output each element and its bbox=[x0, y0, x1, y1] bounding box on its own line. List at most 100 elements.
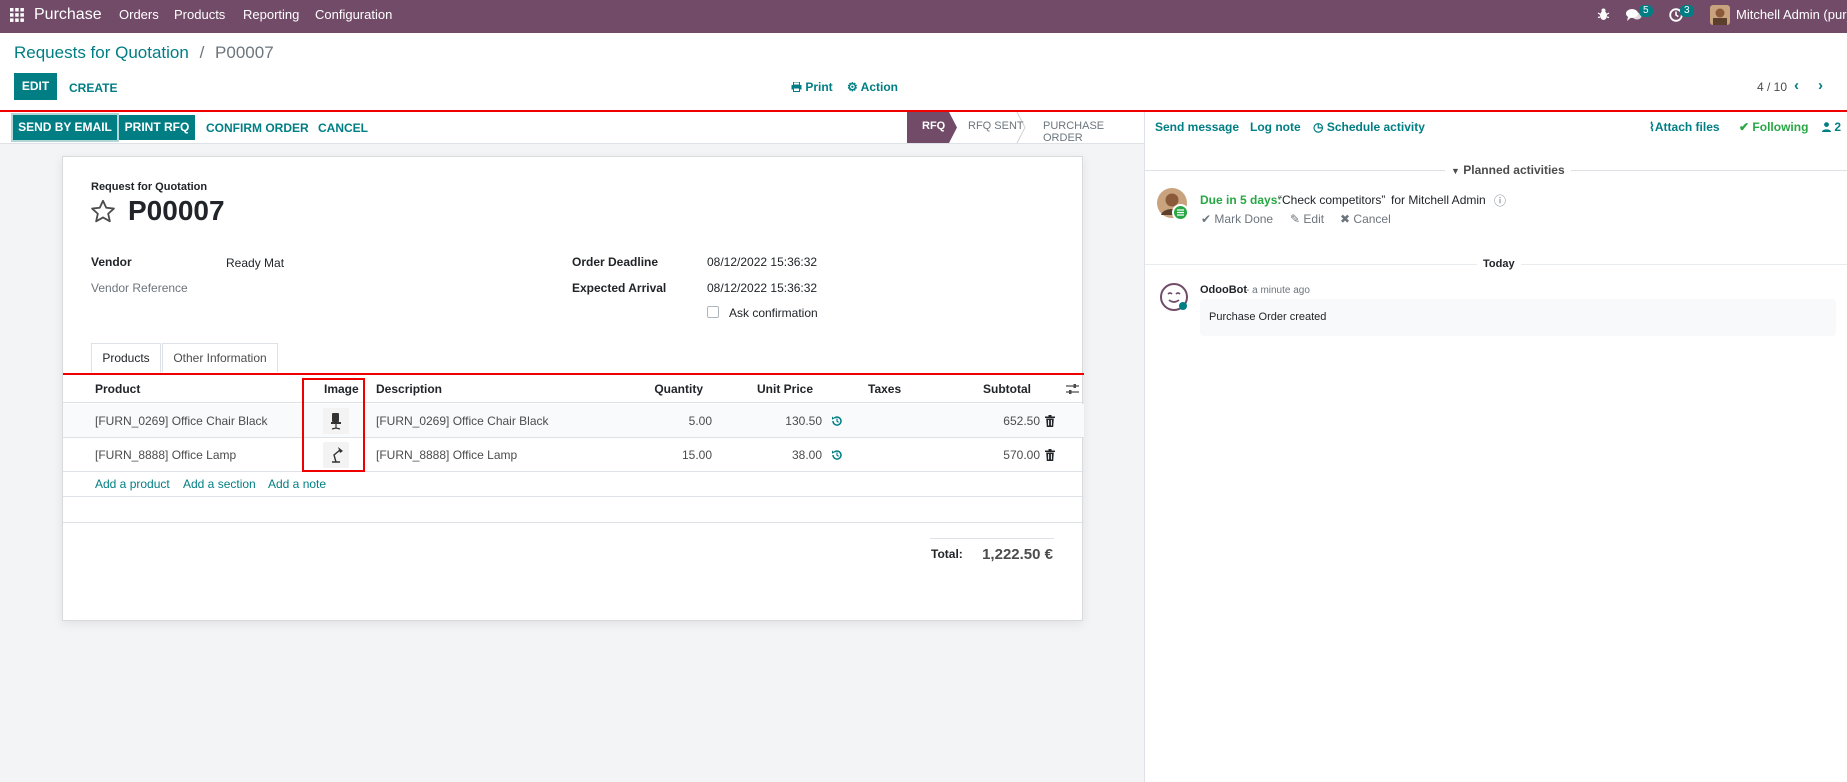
mark-done-label: Mark Done bbox=[1214, 212, 1274, 226]
row-description: [FURN_0269] Office Chair Black bbox=[376, 414, 549, 428]
breadcrumb-separator: / bbox=[199, 43, 205, 62]
price-history-icon[interactable] bbox=[831, 449, 843, 464]
status-stages-arrows bbox=[907, 112, 1026, 143]
schedule-activity-button[interactable]: ◷ Schedule activity bbox=[1313, 120, 1425, 134]
action-menu[interactable]: ⚙ Action bbox=[847, 80, 898, 94]
activity-due: Due in 5 days: bbox=[1200, 193, 1282, 207]
times-icon: ✖ bbox=[1340, 212, 1351, 226]
expected-arrival-value: 08/12/2022 15:36:32 bbox=[707, 281, 818, 295]
vendor-field[interactable]: Ready Mat bbox=[226, 256, 285, 270]
following-button[interactable]: ✔ Following bbox=[1739, 120, 1808, 134]
menu-orders[interactable]: Orders bbox=[119, 7, 159, 22]
row-subtotal: 652.50 bbox=[1003, 414, 1040, 428]
apps-menu-icon[interactable] bbox=[10, 0, 24, 33]
delete-row-icon[interactable] bbox=[1045, 449, 1055, 464]
optional-columns-icon[interactable] bbox=[1066, 383, 1079, 398]
expected-arrival-label: Expected Arrival bbox=[572, 281, 667, 295]
users-icon bbox=[1822, 122, 1831, 132]
pager-value[interactable]: 4 / 10 bbox=[1757, 80, 1788, 94]
activities-count-badge: 3 bbox=[1680, 5, 1694, 17]
odoobot-avatar bbox=[1159, 282, 1189, 315]
table-header: Product Image Description Quantity Unit … bbox=[63, 375, 1084, 403]
menu-configuration[interactable]: Configuration bbox=[315, 7, 393, 22]
col-image[interactable]: Image bbox=[324, 382, 359, 396]
menu-reporting[interactable]: Reporting bbox=[243, 7, 300, 22]
delete-row-icon[interactable] bbox=[1045, 415, 1055, 430]
pager-previous-icon[interactable]: ‹ bbox=[1794, 77, 1799, 94]
tab-other-information[interactable]: Other Information bbox=[162, 343, 278, 372]
debug-bug-icon[interactable] bbox=[1597, 8, 1610, 24]
table-row[interactable]: [FURN_0269] Office Chair Black [FURN_026… bbox=[63, 404, 1084, 438]
planned-activities-toggle[interactable]: ▼ Planned activities bbox=[1445, 163, 1571, 177]
message-author: OdooBot bbox=[1200, 284, 1248, 296]
add-note-link[interactable]: Add a note bbox=[268, 477, 327, 491]
breadcrumb-parent[interactable]: Requests for Quotation bbox=[14, 43, 189, 62]
pager-next-icon[interactable]: › bbox=[1818, 77, 1823, 94]
following-label: Following bbox=[1752, 120, 1809, 134]
stage-rfq[interactable]: RFQ bbox=[922, 120, 946, 132]
activity-type-icon bbox=[1172, 204, 1189, 221]
breadcrumb-current: P00007 bbox=[215, 43, 274, 62]
price-history-icon[interactable] bbox=[831, 415, 843, 430]
print-menu[interactable]: Print bbox=[791, 80, 833, 94]
col-description[interactable]: Description bbox=[376, 382, 443, 396]
add-product-link[interactable]: Add a product bbox=[95, 477, 170, 491]
ask-confirmation-label: Ask confirmation bbox=[729, 306, 818, 320]
confirm-order-button[interactable]: CONFIRM ORDER bbox=[206, 121, 309, 135]
document-subtitle: Request for Quotation bbox=[91, 181, 208, 193]
col-unit-price[interactable]: Unit Price bbox=[756, 382, 813, 396]
add-section-link[interactable]: Add a section bbox=[183, 477, 256, 491]
activity-edit-label: Edit bbox=[1303, 212, 1325, 226]
check-icon: ✔ bbox=[1201, 212, 1212, 226]
order-lines-table: Product Image Description Quantity Unit … bbox=[63, 375, 1084, 565]
office-chair-thumbnail[interactable] bbox=[323, 408, 349, 434]
office-lamp-thumbnail[interactable] bbox=[323, 442, 349, 468]
form-statusbar: SEND BY EMAIL PRINT RFQ CONFIRM ORDER CA… bbox=[0, 112, 1144, 144]
edit-button[interactable]: EDIT bbox=[14, 73, 57, 100]
table-row[interactable]: [FURN_8888] Office Lamp [FURN_8888] Offi… bbox=[63, 438, 1084, 472]
cancel-button[interactable]: CANCEL bbox=[318, 121, 368, 135]
create-button[interactable]: CREATE bbox=[69, 81, 118, 95]
col-taxes[interactable]: Taxes bbox=[868, 382, 902, 396]
planned-activities-label: Planned activities bbox=[1463, 163, 1565, 177]
attach-files-button[interactable]: ⌇Attach files bbox=[1649, 120, 1720, 134]
app-name[interactable]: Purchase bbox=[34, 6, 102, 23]
add-line-row: Add a product Add a section Add a note bbox=[63, 472, 1084, 497]
image-column-highlight bbox=[302, 378, 365, 472]
stage-purchase-order[interactable]: PURCHASE ORDER bbox=[1043, 120, 1105, 144]
tab-products[interactable]: Products bbox=[91, 343, 161, 373]
stage-rfq-sent[interactable]: RFQ SENT bbox=[968, 120, 1024, 132]
send-message-button[interactable]: Send message bbox=[1155, 120, 1240, 134]
print-label: Print bbox=[805, 80, 833, 94]
row-description: [FURN_8888] Office Lamp bbox=[376, 448, 518, 462]
col-subtotal[interactable]: Subtotal bbox=[983, 382, 1031, 396]
activity-info-icon[interactable]: ⓘ bbox=[1494, 194, 1507, 208]
print-rfq-button[interactable]: PRINT RFQ bbox=[119, 115, 195, 140]
control-panel: Requests for Quotation / P00007 EDIT CRE… bbox=[0, 33, 1847, 112]
menu-products[interactable]: Products bbox=[174, 7, 226, 22]
print-icon bbox=[791, 81, 802, 92]
gear-icon: ⚙ bbox=[847, 80, 858, 94]
priority-star-icon[interactable] bbox=[89, 198, 117, 228]
total-label: Total: bbox=[931, 547, 963, 561]
followers-button[interactable]: 2 bbox=[1822, 120, 1841, 134]
total-value: 1,222.50 € bbox=[982, 546, 1053, 563]
row-subtotal: 570.00 bbox=[1003, 448, 1040, 462]
user-avatar[interactable] bbox=[1710, 5, 1730, 31]
mark-done-button[interactable]: ✔ Mark Done bbox=[1201, 212, 1273, 226]
table-top-highlight bbox=[63, 373, 1084, 375]
activity-edit-button[interactable]: ✎ Edit bbox=[1290, 212, 1324, 226]
send-by-email-button[interactable]: SEND BY EMAIL bbox=[13, 115, 117, 140]
activity-cancel-label: Cancel bbox=[1353, 212, 1391, 226]
user-name[interactable]: Mitchell Admin (pur) bbox=[1736, 7, 1847, 22]
form-sheet: Request for Quotation P00007 Vendor Read… bbox=[62, 156, 1084, 621]
log-note-button[interactable]: Log note bbox=[1250, 120, 1301, 134]
total-divider bbox=[930, 538, 1054, 539]
vendor-label: Vendor bbox=[91, 255, 132, 269]
col-product[interactable]: Product bbox=[95, 382, 141, 396]
row-quantity: 5.00 bbox=[688, 414, 712, 428]
col-quantity[interactable]: Quantity bbox=[654, 382, 703, 396]
ask-confirmation-checkbox[interactable] bbox=[707, 306, 719, 318]
activity-cancel-button[interactable]: ✖ Cancel bbox=[1340, 212, 1391, 226]
breadcrumb: Requests for Quotation / P00007 bbox=[14, 43, 274, 63]
